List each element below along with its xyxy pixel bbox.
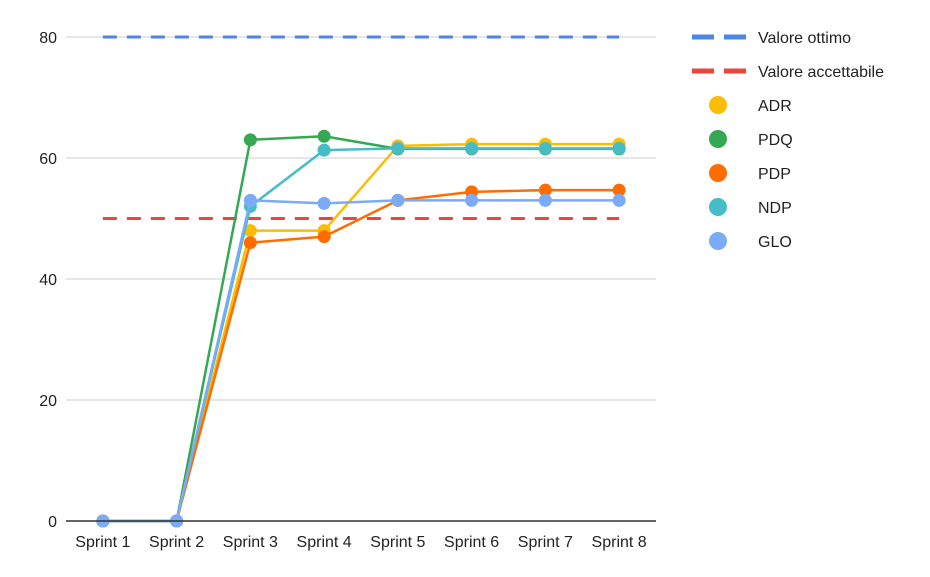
data-point-pdp <box>243 236 257 250</box>
data-point-glo <box>465 193 479 207</box>
data-point-glo <box>243 193 257 207</box>
legend-swatch-glo <box>709 232 727 250</box>
legend-label: PDP <box>758 166 791 183</box>
data-point-ndp <box>391 141 405 155</box>
data-point-ndp <box>612 141 626 155</box>
y-tick-label: 80 <box>39 30 57 47</box>
x-tick-label: Sprint 5 <box>370 534 425 551</box>
data-point-glo <box>317 196 331 210</box>
legend: Valore ottimo Valore accettabile ADR PDQ PDP… <box>692 30 884 251</box>
y-tick-label: 40 <box>39 272 57 289</box>
x-tick-label: Sprint 3 <box>223 534 278 551</box>
series-lines <box>96 129 626 528</box>
legend-label: ADR <box>758 98 792 115</box>
data-point-pdq <box>317 129 331 143</box>
data-point-pdq <box>243 133 257 147</box>
legend-swatch-pdp <box>709 164 727 182</box>
x-tick-label: Sprint 2 <box>149 534 204 551</box>
y-tick-label: 20 <box>39 393 57 410</box>
legend-label: Valore accettabile <box>758 64 884 81</box>
x-tick-label: Sprint 6 <box>444 534 499 551</box>
axes: 0 20 40 60 80 Sprint 1 Sprint 2 Sprint 3 Sprint … <box>39 30 656 551</box>
legend-swatch-adr <box>709 96 727 114</box>
x-tick-label: Sprint 7 <box>518 534 573 551</box>
legend-swatch-pdq <box>709 130 727 148</box>
y-tick-label: 60 <box>39 151 57 168</box>
series-line-pdp <box>102 188 620 523</box>
data-point-pdp <box>612 183 626 197</box>
legend-label: GLO <box>758 234 792 251</box>
x-tick-label: Sprint 8 <box>592 534 647 551</box>
legend-label: Valore ottimo <box>758 30 851 47</box>
legend-swatch-ndp <box>709 198 727 216</box>
x-tick-label: Sprint 4 <box>297 534 352 551</box>
data-point-pdp <box>538 183 552 197</box>
x-tick-label: Sprint 1 <box>75 534 130 551</box>
data-point-pdp <box>317 230 331 244</box>
legend-label: NDP <box>758 200 792 217</box>
data-point-ndp <box>317 143 331 157</box>
data-point-ndp <box>538 141 552 155</box>
y-tick-label: 0 <box>48 514 57 531</box>
data-point-ndp <box>465 141 479 155</box>
data-point-glo <box>538 193 552 207</box>
data-point-glo <box>612 193 626 207</box>
data-point-glo <box>391 193 405 207</box>
series-line-glo <box>102 199 620 523</box>
legend-label: PDQ <box>758 132 793 149</box>
data-point-adr <box>243 224 257 238</box>
